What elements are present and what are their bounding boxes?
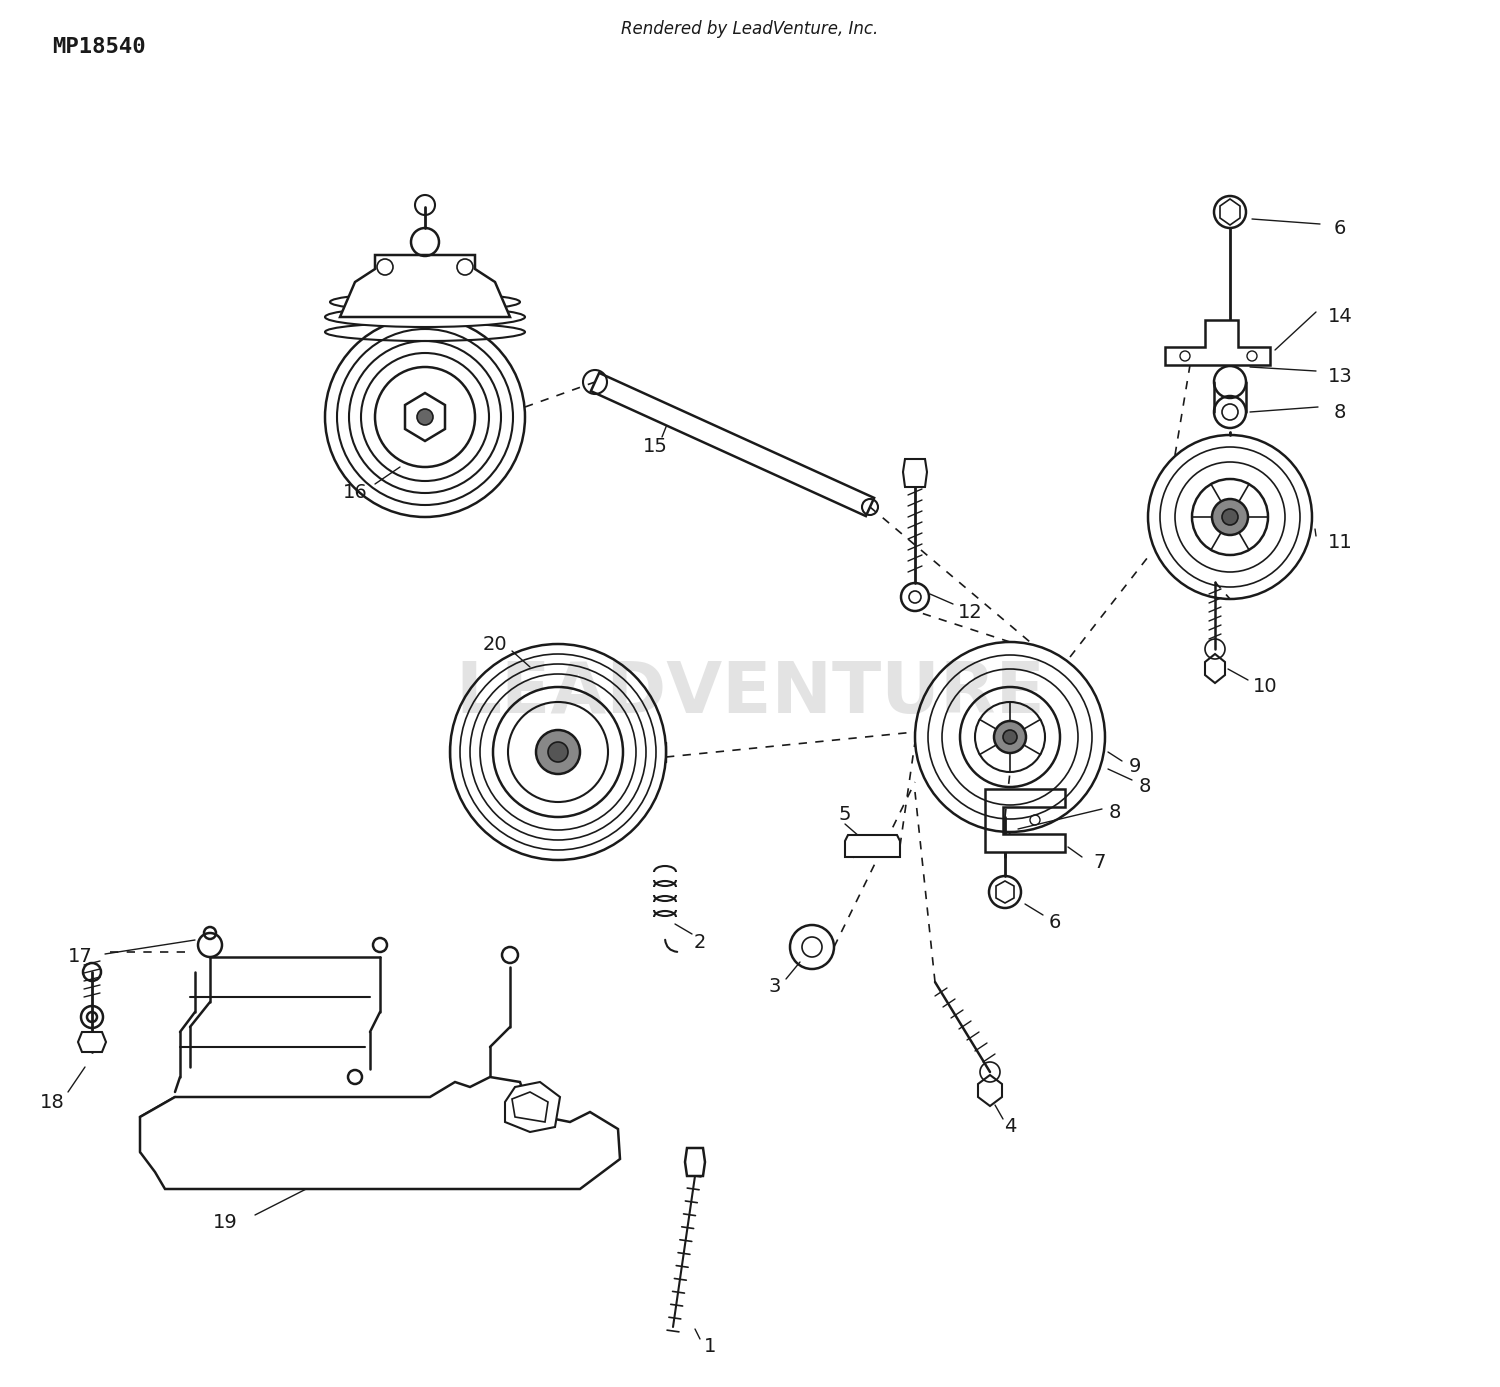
Text: 7: 7 — [1094, 853, 1106, 871]
Text: 1: 1 — [704, 1337, 716, 1356]
Text: Rendered by LeadVenture, Inc.: Rendered by LeadVenture, Inc. — [621, 19, 879, 37]
Text: 17: 17 — [68, 947, 93, 967]
Circle shape — [994, 721, 1026, 753]
Text: 4: 4 — [1004, 1118, 1016, 1136]
Text: 6: 6 — [1048, 913, 1060, 932]
Polygon shape — [903, 459, 927, 487]
Polygon shape — [996, 881, 1014, 903]
Text: 8: 8 — [1108, 803, 1120, 821]
Text: 20: 20 — [483, 635, 507, 655]
Polygon shape — [340, 255, 510, 318]
Text: 19: 19 — [213, 1212, 237, 1232]
Text: 13: 13 — [1328, 368, 1353, 387]
Circle shape — [1222, 509, 1238, 526]
Polygon shape — [512, 1092, 548, 1122]
Text: 3: 3 — [770, 978, 782, 996]
Text: 15: 15 — [642, 437, 668, 456]
Text: LEADVENTURE: LEADVENTURE — [454, 659, 1046, 728]
Circle shape — [1004, 730, 1017, 743]
Polygon shape — [1204, 655, 1225, 682]
Circle shape — [536, 730, 580, 774]
Text: 11: 11 — [1328, 533, 1353, 552]
Text: 10: 10 — [1252, 677, 1278, 696]
Polygon shape — [978, 1075, 1002, 1105]
Polygon shape — [986, 789, 1065, 852]
Ellipse shape — [326, 307, 525, 327]
Polygon shape — [506, 1082, 560, 1132]
Polygon shape — [686, 1148, 705, 1176]
Text: 16: 16 — [342, 483, 368, 502]
Polygon shape — [1166, 320, 1270, 365]
Text: 6: 6 — [1334, 219, 1346, 239]
Text: MP18540: MP18540 — [53, 37, 146, 57]
Circle shape — [548, 742, 568, 761]
Polygon shape — [78, 1032, 106, 1051]
Text: 5: 5 — [839, 806, 852, 824]
Polygon shape — [140, 1076, 620, 1189]
Text: 14: 14 — [1328, 308, 1353, 326]
Text: 12: 12 — [957, 602, 982, 621]
Circle shape — [1212, 499, 1248, 535]
Polygon shape — [405, 393, 445, 441]
Text: 2: 2 — [694, 932, 706, 951]
Text: 18: 18 — [39, 1093, 64, 1111]
Polygon shape — [844, 835, 900, 857]
Text: 8: 8 — [1138, 778, 1150, 796]
Text: 9: 9 — [1130, 757, 1142, 777]
Polygon shape — [591, 373, 874, 516]
Polygon shape — [1220, 198, 1240, 225]
Text: 8: 8 — [1334, 402, 1346, 422]
Circle shape — [417, 409, 434, 424]
